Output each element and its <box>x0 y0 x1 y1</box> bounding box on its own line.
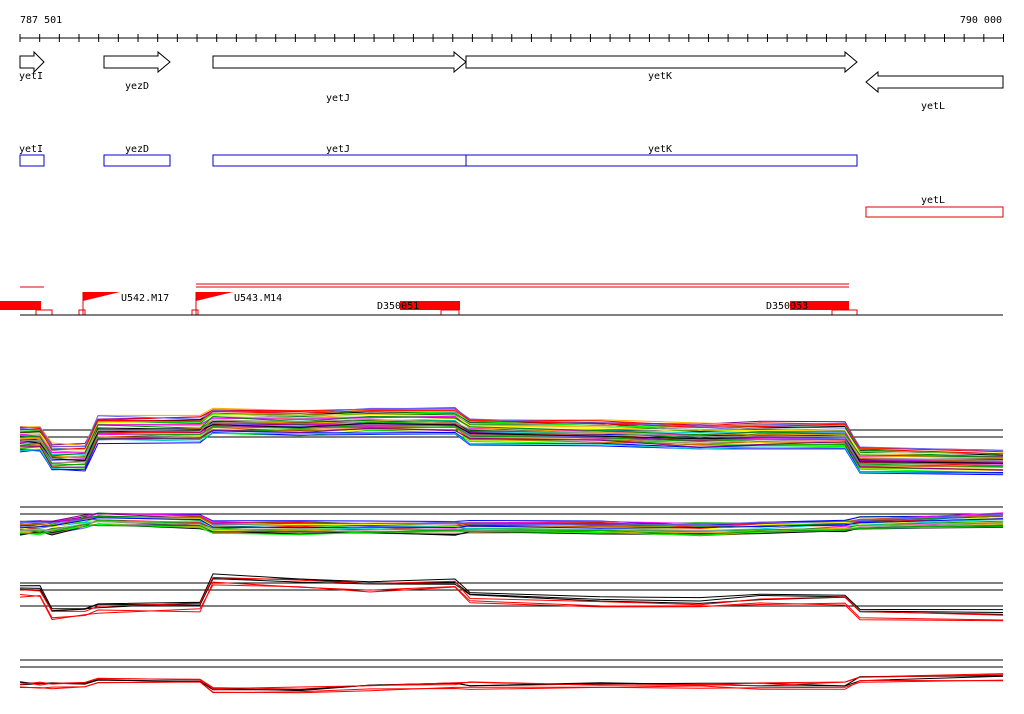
profile-line <box>19 410 1004 455</box>
profile-line <box>19 418 1004 461</box>
profile-line <box>19 674 1004 690</box>
gene-label: yetK <box>648 144 672 155</box>
profile-line <box>19 679 1004 694</box>
feature-box <box>35 309 53 316</box>
ruler-end: 790 000 <box>960 15 1002 26</box>
gene-label: yetJ <box>326 144 350 155</box>
profile-line <box>19 415 1003 457</box>
feature-label: D350053 <box>766 301 808 312</box>
profile-line <box>19 407 1004 452</box>
feature-label: U542.M17 <box>121 293 169 304</box>
feature-bar <box>790 301 849 310</box>
feature-box <box>191 309 199 316</box>
feature-track: U542.M17 U543.M14 D350051 D350053 <box>0 283 1003 316</box>
feature-label: D350051 <box>377 301 419 312</box>
gene-label: yetL <box>921 195 945 206</box>
gene-label: yetI <box>19 71 43 82</box>
gene-arrow <box>212 50 467 74</box>
gene-arrows <box>19 50 1004 94</box>
feature-box <box>831 309 858 316</box>
profile-line <box>19 675 1004 691</box>
profile-line <box>19 523 1004 536</box>
profile-line <box>19 517 1004 529</box>
gene-box <box>465 154 858 167</box>
gene-label: yetK <box>648 71 672 82</box>
gene-box <box>19 154 45 167</box>
gene-box <box>103 154 171 167</box>
expression-profiles <box>19 407 1004 694</box>
feature-bar <box>400 301 460 310</box>
profile-line <box>19 414 1004 455</box>
feature-flag <box>83 292 120 301</box>
feature-bar <box>0 301 41 310</box>
gene-arrow <box>103 50 171 74</box>
profile-line <box>19 516 1004 529</box>
profile-line <box>19 518 1004 532</box>
ruler-start: 787 501 <box>20 15 62 26</box>
gene-arrow <box>465 50 858 74</box>
profile-line <box>19 415 1004 458</box>
profile-line <box>19 431 1004 476</box>
profile-line <box>19 578 1004 615</box>
gene-label: yezD <box>125 144 149 155</box>
feature-flag <box>196 292 233 301</box>
feature-label: U543.M14 <box>234 293 282 304</box>
profile-line <box>19 573 1004 611</box>
gene-box <box>212 154 467 167</box>
feature-box <box>78 309 86 316</box>
gene-label: yezD <box>125 81 149 92</box>
gene-label: yetL <box>921 101 945 112</box>
gene-arrow <box>865 70 1004 94</box>
ruler: 787 501 790 000 <box>19 15 1004 42</box>
gene-boxes <box>19 154 1004 218</box>
gene-label: yetJ <box>326 93 350 104</box>
profile-line <box>19 679 1004 694</box>
feature-box <box>440 309 460 316</box>
gene-arrow <box>19 50 45 74</box>
profile-line <box>19 576 1004 616</box>
gene-label: yetI <box>19 144 43 155</box>
profile-line <box>19 581 1004 621</box>
profile-line <box>20 427 1004 471</box>
gene-box <box>865 206 1004 218</box>
